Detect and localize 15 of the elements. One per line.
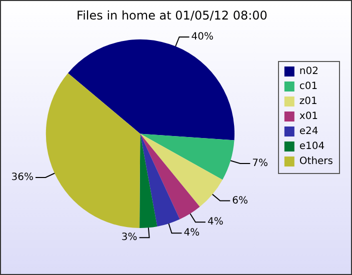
data-label: 7% bbox=[252, 158, 268, 170]
data-label: 4% bbox=[207, 216, 224, 228]
data-label: 4% bbox=[184, 228, 200, 239]
legend-label: Others bbox=[299, 156, 334, 168]
legend-label: x01 bbox=[299, 111, 318, 122]
chart-title: Files in home at 01/05/12 08:00 bbox=[76, 8, 268, 22]
data-label: 6% bbox=[232, 195, 248, 206]
legend-label: c01 bbox=[299, 81, 318, 92]
legend-label: z01 bbox=[299, 96, 318, 108]
data-label: 3% bbox=[121, 232, 138, 244]
legend-label: e104 bbox=[299, 141, 325, 152]
data-label: 40% bbox=[191, 32, 214, 43]
legend-label: e24 bbox=[299, 126, 318, 138]
legend-label: n02 bbox=[299, 66, 318, 78]
data-label: 36% bbox=[11, 172, 34, 184]
